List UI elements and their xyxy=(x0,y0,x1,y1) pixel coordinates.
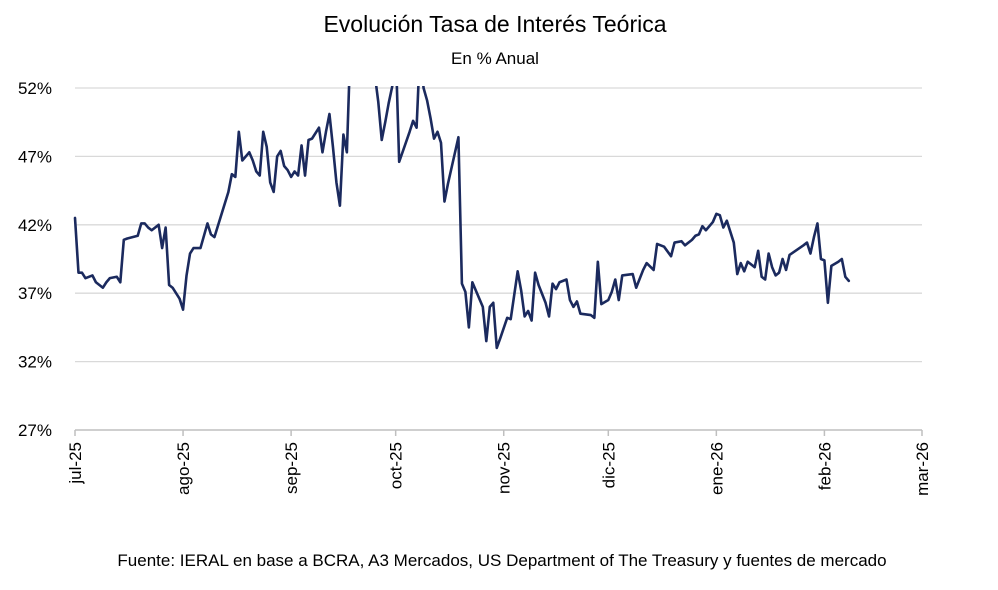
x-tick-label-dic-25: dic-25 xyxy=(599,442,618,488)
y-tick-label-42: 42% xyxy=(18,216,52,235)
source-note: Fuente: IERAL en base a BCRA, A3 Mercado… xyxy=(117,551,886,570)
x-tick-label-feb-26: feb-26 xyxy=(815,442,834,490)
x-tick-label-ago-25: ago-25 xyxy=(174,442,193,495)
y-tick-label-52: 52% xyxy=(18,79,52,98)
x-tick-label-nov-25: nov-25 xyxy=(495,442,514,494)
chart-subtitle: En % Anual xyxy=(451,49,539,68)
x-tick-label-oct-25: oct-25 xyxy=(387,442,406,489)
axes: 27% 32% 37% 42% 47% 52% jul-25 ago-25 sep-25 oct-… xyxy=(18,79,932,496)
y-tick-label-47: 47% xyxy=(18,147,52,166)
series-line-0 xyxy=(73,86,851,350)
chart-title: Evolución Tasa de Interés Teórica xyxy=(323,11,666,37)
x-tick-label-ene-26: ene-26 xyxy=(707,442,726,495)
x-tick-label-mar-26: mar-26 xyxy=(913,442,932,496)
x-tick-label-jul-25: jul-25 xyxy=(66,442,85,485)
y-tick-label-27: 27% xyxy=(18,421,52,440)
x-tick-label-sep-25: sep-25 xyxy=(282,442,301,494)
series-group xyxy=(73,86,851,350)
gridlines xyxy=(75,87,922,363)
y-tick-label-32: 32% xyxy=(18,353,52,372)
y-tick-label-37: 37% xyxy=(18,284,52,303)
